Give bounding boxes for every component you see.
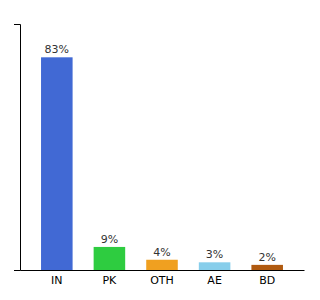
x-tick-label: BD bbox=[259, 274, 275, 287]
x-tick-label: OTH bbox=[150, 274, 174, 287]
bar bbox=[94, 247, 126, 270]
bar bbox=[41, 57, 73, 270]
bar bbox=[251, 265, 283, 270]
x-tick: PK bbox=[102, 274, 117, 287]
x-tick-label: IN bbox=[51, 274, 62, 287]
x-tick: OTH bbox=[150, 274, 174, 287]
x-tick-label: PK bbox=[102, 274, 117, 287]
data-label: 9% bbox=[101, 233, 118, 246]
data-label: 2% bbox=[258, 251, 275, 264]
x-tick: IN bbox=[51, 274, 62, 287]
x-tick: BD bbox=[259, 274, 275, 287]
data-label: 83% bbox=[45, 43, 69, 56]
y-axis-line bbox=[14, 25, 21, 271]
data-label: 4% bbox=[153, 246, 170, 259]
x-tick: AE bbox=[207, 274, 222, 287]
chart: IN PK OTH AE BD 83% 9% 4% 3% 2% bbox=[0, 0, 320, 300]
bars bbox=[41, 57, 283, 270]
y-axis bbox=[14, 25, 21, 271]
x-tick-label: AE bbox=[207, 274, 222, 287]
chart-container: IN PK OTH AE BD 83% 9% 4% 3% 2% bbox=[0, 0, 320, 300]
data-label: 3% bbox=[206, 248, 223, 261]
bar bbox=[199, 262, 231, 270]
bar bbox=[146, 260, 178, 270]
x-axis-line bbox=[21, 270, 305, 271]
plot: IN PK OTH AE BD 83% 9% 4% 3% 2% bbox=[14, 25, 305, 287]
x-axis: IN PK OTH AE BD bbox=[21, 271, 305, 287]
data-labels: 83% 9% 4% 3% 2% bbox=[45, 43, 276, 264]
